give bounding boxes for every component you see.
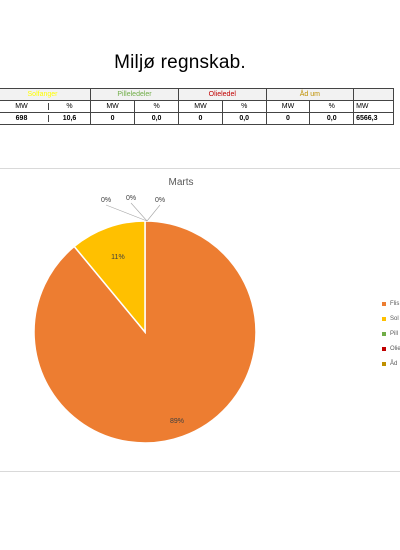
group-label: Åd um <box>299 91 320 98</box>
data-label: 89% <box>170 418 184 425</box>
leader-line <box>130 202 148 222</box>
column-header: MW <box>89 100 136 113</box>
legend-item: Åd <box>382 356 400 371</box>
data-label: 0% <box>155 197 165 204</box>
data-label: 11% <box>111 254 125 261</box>
column-header: MW <box>265 100 311 113</box>
table-cell: 6566,3 <box>353 112 394 125</box>
column-header: MW <box>15 103 28 110</box>
group-header: Pilleledeler <box>89 88 180 101</box>
leader-line <box>146 204 161 222</box>
value-pair: 698 10,6 <box>0 112 91 125</box>
group-label: Olieledel <box>208 91 236 98</box>
group-header: Åd um <box>265 88 355 101</box>
legend-label: Flis <box>390 300 400 307</box>
table-cell: 0 <box>178 112 223 125</box>
legend-label: Olie <box>390 345 400 352</box>
pie-chart: Marts 89% 11% 0% 0% 0% Flis Sol Pill Olie Åd <box>0 168 400 472</box>
legend-item: Olie <box>382 341 400 356</box>
legend-swatch <box>382 361 386 366</box>
legend-swatch <box>382 331 386 336</box>
legend-item: Sol <box>382 311 400 326</box>
legend-swatch <box>382 301 386 306</box>
column-header: % <box>48 103 90 110</box>
legend-label: Sol <box>390 315 399 322</box>
chart-title: Marts <box>168 177 194 188</box>
pie-slice-sol <box>73 220 146 335</box>
legend-item: Pill <box>382 326 400 341</box>
chart-legend: Flis Sol Pill Olie Åd <box>382 296 400 371</box>
column-header: % <box>134 100 180 113</box>
table-cell: 0 <box>89 112 136 125</box>
table-cell: 0,0 <box>134 112 180 125</box>
data-label: 0% <box>101 197 111 204</box>
group-header <box>353 88 394 101</box>
legend-swatch <box>382 346 386 351</box>
page-title: Miljø regnskab. <box>114 52 246 73</box>
table-cell: 0,0 <box>309 112 355 125</box>
table-cell: 698 <box>15 115 28 122</box>
group-header: Olieledel <box>178 88 267 101</box>
pie-chart-svg: 89% 11% 0% 0% 0% <box>33 195 257 444</box>
table-cell: 0,0 <box>221 112 267 125</box>
legend-item: Flis <box>382 296 400 311</box>
column-header: MW <box>353 100 394 113</box>
column-header: MW <box>178 100 223 113</box>
energy-table: Solfanger Pilleledeler Olieledel Åd um M… <box>0 88 394 125</box>
data-label: 0% <box>126 195 136 202</box>
group-label: Pilleledeler <box>117 91 152 98</box>
legend-label: Åd <box>390 360 398 367</box>
group-header: Solfanger <box>0 88 91 101</box>
legend-swatch <box>382 316 386 321</box>
column-header: % <box>309 100 355 113</box>
leader-line <box>105 204 148 222</box>
column-header: % <box>221 100 267 113</box>
group-label: Solfanger <box>27 91 58 98</box>
table-cell: 10,6 <box>48 115 90 122</box>
legend-label: Pill <box>390 330 399 337</box>
header-pair: MW % <box>0 100 91 113</box>
table-cell: 0 <box>265 112 311 125</box>
